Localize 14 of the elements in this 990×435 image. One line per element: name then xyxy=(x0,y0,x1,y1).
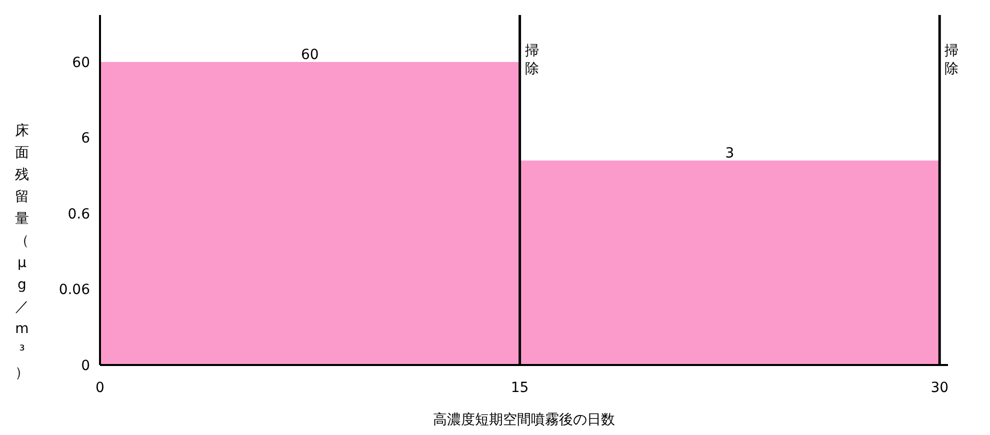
data-label: 60 xyxy=(300,46,319,63)
y-tick-label: 0 xyxy=(81,358,90,374)
y-tick-label: 0.6 xyxy=(68,206,90,222)
x-axis-title: 高濃度短期空間噴霧後の日数 xyxy=(433,412,615,428)
data-label: 3 xyxy=(725,146,734,162)
y-tick-label: 6 xyxy=(81,130,90,147)
x-tick-label: 30 xyxy=(930,380,949,396)
x-tick-label: 15 xyxy=(510,380,529,396)
text: 床面残留量（µg／m³） xyxy=(15,123,29,381)
ref-line-label: 掃除 xyxy=(524,43,539,77)
x-tick-label: 0 xyxy=(96,380,104,396)
y-tick-label: 0.06 xyxy=(58,282,90,298)
y-tick-label: 60 xyxy=(72,54,90,71)
ref-line-label: 掃除 xyxy=(944,43,959,77)
